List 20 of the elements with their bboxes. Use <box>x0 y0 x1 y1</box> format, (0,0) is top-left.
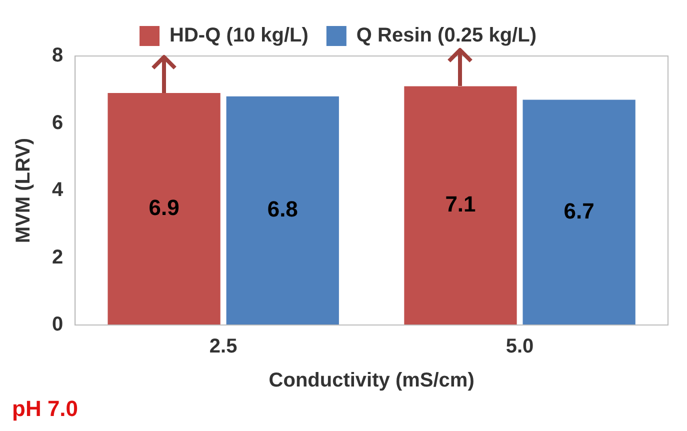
bar <box>108 92 220 325</box>
x-tick-label: 5.0 <box>506 336 534 358</box>
text: pH 7.0 <box>12 396 78 422</box>
y-tick-label: 4 <box>52 179 64 202</box>
bar <box>404 86 517 325</box>
y-tick-label: 0 <box>52 314 64 336</box>
y-tick-label: 6 <box>52 112 64 134</box>
x-tick-label: 2.5 <box>209 336 238 358</box>
data-label: 7.1 <box>445 192 476 217</box>
y-tick-label: 8 <box>52 44 64 67</box>
x-axis-title: Conductivity (mS/cm) <box>268 370 474 392</box>
data-label: 6.8 <box>267 196 298 222</box>
y-axis-title: MVM (LRV) <box>12 138 35 244</box>
legend-label: HD-Q (10 kg/L) <box>170 24 308 47</box>
bar <box>226 96 339 325</box>
legend-label: Q Resin (0.25 kg/L) <box>356 24 536 47</box>
data-label: 6.7 <box>564 198 594 224</box>
y-tick-label: 2 <box>52 246 64 268</box>
bar <box>522 100 636 325</box>
data-label: 6.9 <box>148 195 180 220</box>
